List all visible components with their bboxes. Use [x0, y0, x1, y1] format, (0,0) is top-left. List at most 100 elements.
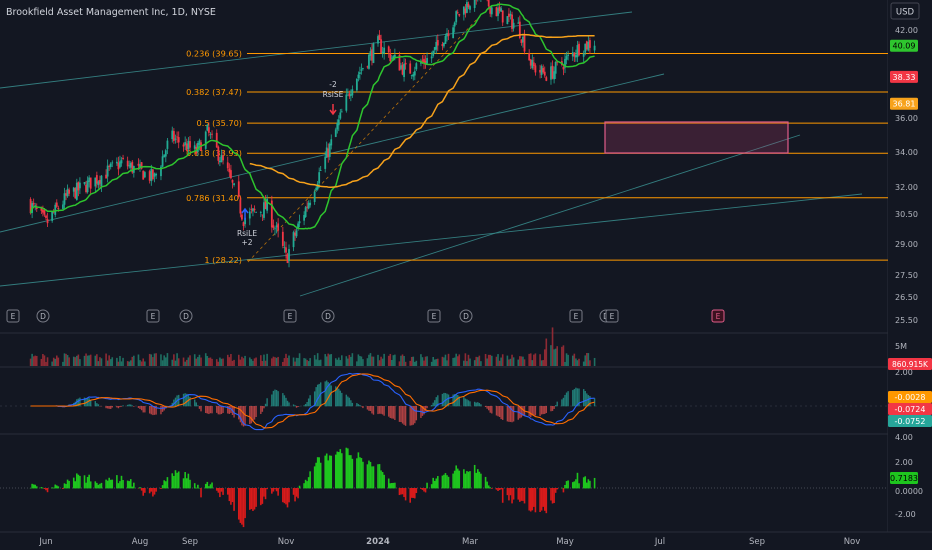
macd-hist-bar: [531, 406, 533, 416]
volume-bar: [423, 360, 425, 366]
dividend-marker: [321, 309, 335, 323]
candle-body: [490, 7, 493, 15]
macd-hist-bar: [108, 406, 110, 409]
histogram-bar: [533, 488, 535, 507]
macd-hist-bar: [338, 388, 340, 407]
histogram-bar: [447, 476, 450, 489]
histogram-bar: [68, 480, 70, 489]
signal-sub-label: +2: [241, 238, 252, 247]
histogram-bar: [501, 488, 504, 503]
candle-body: [377, 36, 379, 44]
candle-body: [330, 139, 333, 146]
histogram-bar: [282, 488, 284, 503]
volume-bar: [148, 353, 151, 366]
macd-hist-bar: [160, 406, 162, 415]
macd-hist-bar: [161, 406, 164, 412]
candle-body: [29, 199, 32, 214]
volume-bar: [523, 359, 526, 366]
volume-bar: [511, 354, 513, 366]
volume-tag: [888, 358, 932, 370]
currency-button[interactable]: USD: [890, 2, 920, 20]
volume-bar: [185, 359, 188, 366]
histogram-bar: [211, 482, 213, 489]
volume-bar: [334, 358, 337, 366]
volume-bar: [51, 361, 53, 366]
macd-hist-bar: [253, 406, 256, 420]
histogram-bar: [309, 471, 311, 489]
histogram-bar: [391, 482, 393, 489]
volume-bar: [498, 360, 501, 366]
histogram-bar: [155, 488, 157, 492]
histogram-bar: [410, 488, 413, 498]
candle-body: [152, 169, 154, 180]
candle-body: [564, 58, 566, 68]
macd-hist-bar: [119, 406, 121, 408]
macd-hist-bar: [473, 401, 476, 407]
candle-body: [160, 166, 162, 177]
macd-hist-bar: [437, 395, 439, 407]
histogram-bar: [275, 488, 278, 492]
candle-body: [415, 63, 418, 70]
histogram-bar: [116, 475, 118, 489]
macd-hist-bar: [369, 406, 372, 412]
macd-hist-bar: [131, 405, 133, 407]
histogram-bar: [209, 484, 212, 489]
histogram-bar: [239, 488, 242, 523]
macd-hist-bar: [368, 406, 370, 411]
histogram-bar: [432, 477, 434, 489]
candle-body: [423, 58, 425, 64]
histogram-bar: [556, 488, 559, 490]
candle-body: [242, 222, 245, 227]
volume-bar: [545, 338, 548, 366]
histogram-bar: [288, 488, 290, 503]
macd-hist-bar: [554, 405, 557, 407]
volume-bar: [40, 358, 43, 366]
volume-bar: [420, 354, 422, 366]
macd-hist-bar: [330, 385, 332, 407]
volume-bar: [500, 357, 502, 366]
candle-body: [593, 45, 596, 51]
histogram-bar: [32, 484, 35, 489]
candle-body: [207, 127, 210, 133]
histogram-bar: [567, 480, 569, 489]
volume-bar: [94, 355, 97, 366]
macd-hist-bar: [540, 406, 543, 415]
volume-bar: [486, 358, 488, 366]
macd-hist-bar: [216, 406, 218, 413]
histogram-bar: [45, 488, 47, 491]
macd-hist-bar: [551, 406, 554, 411]
histogram-bar: [55, 485, 58, 489]
histogram-bar: [264, 488, 267, 500]
histogram-bar: [63, 483, 66, 489]
macd-hist-bar: [178, 394, 180, 407]
histogram-bar: [261, 488, 264, 504]
histogram-bar: [65, 484, 67, 489]
volume-bar: [476, 357, 479, 366]
candle-body: [578, 43, 580, 56]
candle-body: [458, 13, 461, 16]
candle-body: [128, 165, 131, 167]
macd-hist-bar: [489, 406, 491, 413]
candle-body: [119, 161, 121, 168]
macd-hist-bar: [575, 387, 577, 407]
histogram-bar: [231, 488, 234, 503]
volume-bar: [45, 361, 47, 366]
histogram-bar: [79, 475, 81, 489]
macd-signal-line: [30, 373, 595, 429]
histogram-bar: [142, 488, 145, 496]
candle-body: [217, 146, 220, 161]
price-tag: [890, 39, 918, 52]
candle-body: [298, 221, 301, 224]
candle-body: [511, 14, 513, 29]
histogram-bar: [184, 472, 186, 489]
volume-bar: [304, 358, 307, 366]
candle-body: [316, 183, 319, 190]
dividend-marker: [179, 309, 193, 323]
histogram-bar: [584, 476, 587, 489]
volume-bar: [567, 354, 569, 366]
volume-bar: [96, 354, 98, 366]
histogram-bar: [217, 488, 220, 493]
candle-body: [575, 54, 577, 58]
volume-bar: [255, 357, 257, 366]
